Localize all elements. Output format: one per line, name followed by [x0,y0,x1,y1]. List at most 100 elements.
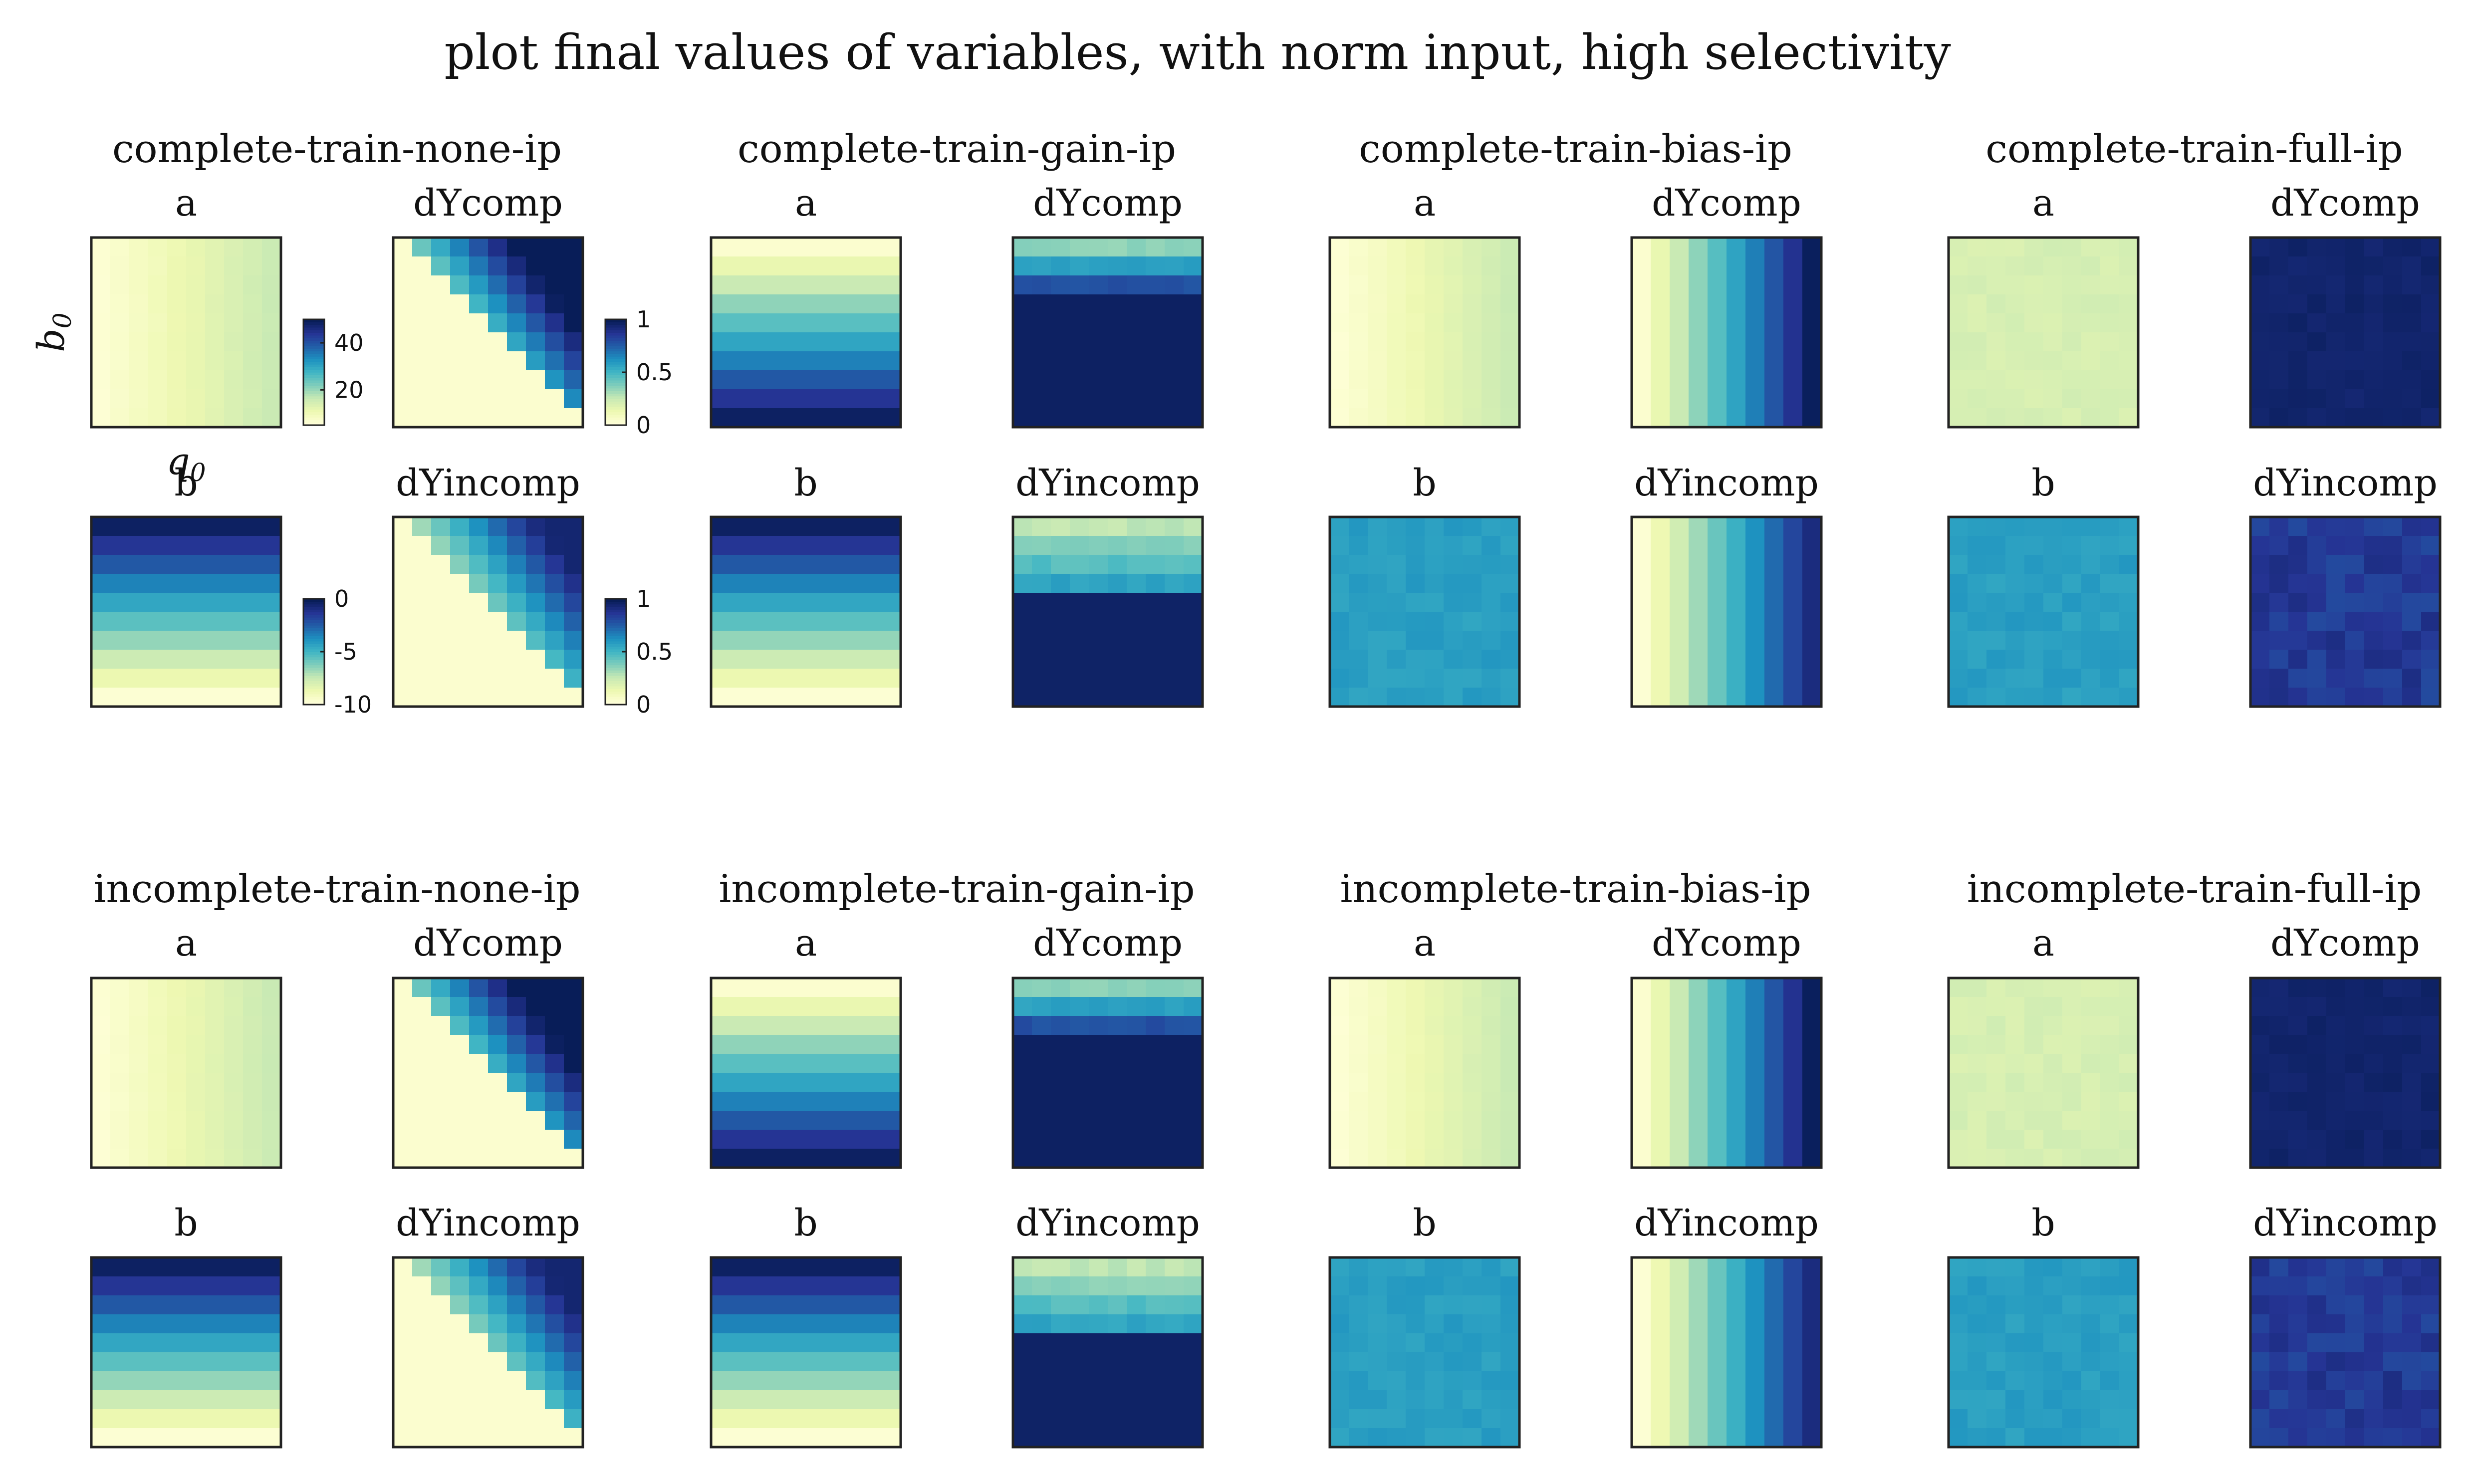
heatmap-cell [1051,574,1070,593]
heatmap-cell [806,256,825,276]
heatmap-cell [564,978,583,997]
heatmap-cell [1632,997,1651,1016]
heatmap-cell [1108,631,1127,650]
heatmap-cell [1968,1149,1987,1168]
heatmap-cell [1949,389,1968,409]
heatmap-cell [711,536,731,555]
heatmap-cell [1482,1276,1501,1296]
heatmap-cell [2269,275,2289,295]
heatmap-cell [450,650,470,669]
heatmap-cell [1745,536,1765,555]
heatmap-cell [431,612,451,631]
heatmap-cell [1651,1130,1670,1149]
heatmap-cell [1949,612,1968,631]
heatmap-cell [1444,536,1463,555]
heatmap-cell [2005,631,2025,650]
heatmap-cell [1051,1295,1070,1315]
panel-frame [1947,977,2140,1169]
heatmap-cell [730,1314,749,1334]
heatmap-cell [1745,1409,1765,1429]
heatmap-cell [148,517,168,536]
heatmap-cell [2062,408,2082,428]
heatmap-cell [806,1371,825,1391]
heatmap-cell [167,1390,187,1410]
heatmap-cell [1727,332,1746,352]
heatmap-cell [205,275,225,295]
heatmap-cell [393,1295,413,1315]
heatmap-cell [1802,1371,1822,1391]
colorbar-step [605,338,626,341]
heatmap-cell [1463,669,1482,688]
heatmap-cell [488,1016,507,1035]
heatmap-cell [1089,1035,1108,1054]
heatmap-cell [431,1092,451,1111]
heatmap-cell [526,1035,545,1054]
heatmap-cell [2062,612,2082,631]
heatmap-cell [412,1130,432,1149]
heatmap-cell [844,1371,863,1391]
heatmap-cell [1165,408,1184,428]
colorbar-step [303,417,324,420]
heatmap-cell [393,1409,413,1429]
heatmap-cell [825,1333,844,1353]
heatmap-cell [1444,275,1463,295]
heatmap-cell [1406,1092,1425,1111]
heatmap-cell [1184,1073,1203,1092]
heatmap-cell [1651,517,1670,536]
heatmap-cell [262,389,281,409]
heatmap-cell [1632,555,1651,574]
heatmap-cell [2043,370,2063,390]
heatmap-cell [1482,1409,1501,1429]
heatmap-b [91,1257,281,1448]
heatmap-cell [1070,1428,1089,1448]
heatmap-cell [1482,1092,1501,1111]
heatmap-cell [2326,650,2346,669]
heatmap-cell [1127,1054,1146,1073]
heatmap-cell [749,1390,768,1410]
heatmap-cell [787,351,806,371]
heatmap-cell [1146,631,1165,650]
colorbar-step [303,612,324,615]
heatmap-cell [2043,1409,2063,1429]
heatmap-cell [1802,1130,1822,1149]
heatmap-cell [1745,593,1765,612]
heatmap-cell [1108,688,1127,707]
heatmap-cell [2081,1073,2101,1092]
colorbar-step [303,697,324,700]
heatmap-cell [110,574,130,593]
heatmap-cell [1802,1276,1822,1296]
heatmap-cell [749,1130,768,1149]
heatmap-cell [431,1371,451,1391]
heatmap-cell [1463,370,1482,390]
heatmap-cell [110,275,130,295]
heatmap-cell [768,313,787,333]
heatmap-cell [110,688,130,707]
heatmap-cell [526,669,545,688]
heatmap-cell [1406,313,1425,333]
heatmap-cell [129,650,149,669]
heatmap-cell [1089,574,1108,593]
heatmap-cell [2005,1314,2025,1334]
panel-frame [710,236,902,429]
heatmap-cell [488,997,507,1016]
heatmap-cell [393,1092,413,1111]
heatmap-cell [450,1371,470,1391]
heatmap-cell [1127,1092,1146,1111]
heatmap-cell [1184,1035,1203,1054]
heatmap-cell [129,1428,149,1448]
heatmap-cell [2250,650,2270,669]
heatmap-cell [2081,536,2101,555]
heatmap-cell [526,1295,545,1315]
heatmap-cell [1184,978,1203,997]
heatmap-cell [768,1092,787,1111]
heatmap-cell [1425,650,1444,669]
colorbar-step [605,670,626,673]
heatmap-cell [863,408,882,428]
heatmap-cell [787,313,806,333]
heatmap-cell [844,1409,863,1429]
heatmap-cell [844,631,863,650]
heatmap-cell [1127,1073,1146,1092]
heatmap-cell [1651,1428,1670,1448]
heatmap-cell [431,517,451,536]
colorbar-step [605,628,626,631]
